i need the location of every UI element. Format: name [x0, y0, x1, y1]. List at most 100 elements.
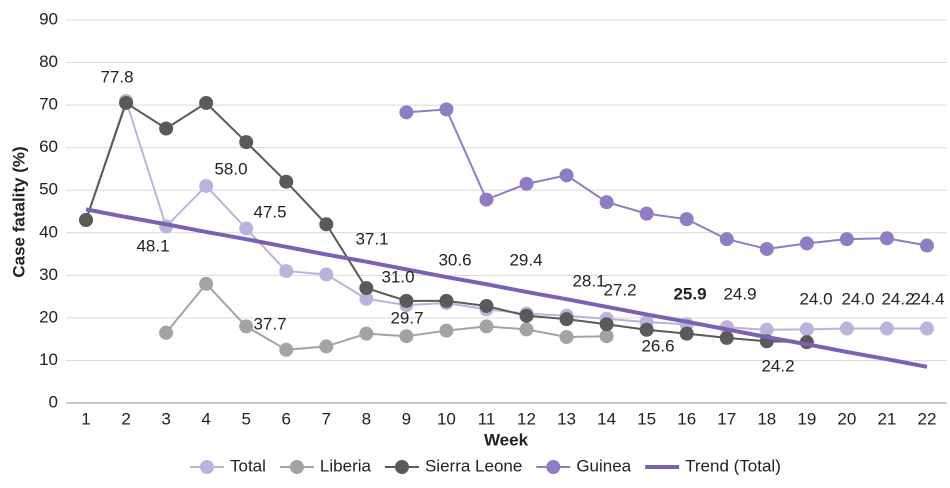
- annotation: 58.0: [214, 159, 247, 178]
- point: [919, 321, 934, 336]
- point: [359, 291, 374, 306]
- annotation: 26.6: [641, 336, 674, 355]
- annotation: 47.5: [253, 202, 286, 221]
- point: [639, 206, 654, 221]
- point: [519, 322, 534, 337]
- x-tick-label: 21: [877, 409, 896, 428]
- point: [719, 232, 734, 247]
- point: [199, 276, 214, 291]
- annotation: 24.2: [881, 289, 914, 308]
- x-tick-label: 14: [597, 409, 616, 428]
- x-tick-label: 16: [677, 409, 696, 428]
- y-tick-label: 60: [39, 137, 58, 156]
- x-tick-label: 1: [81, 409, 90, 428]
- point: [199, 178, 214, 193]
- annotation: 27.2: [603, 280, 636, 299]
- legend-label: Total: [230, 456, 266, 475]
- x-tick-label: 4: [201, 409, 210, 428]
- point: [799, 322, 814, 337]
- legend-label: Guinea: [576, 456, 631, 475]
- x-tick-label: 20: [837, 409, 856, 428]
- x-axis-label: Week: [484, 430, 529, 449]
- point: [559, 330, 574, 345]
- point: [639, 322, 654, 337]
- x-tick-label: 8: [362, 409, 371, 428]
- x-tick-label: 2: [121, 409, 130, 428]
- series-line: [85, 207, 928, 369]
- y-tick-label: 20: [39, 307, 58, 326]
- point: [599, 317, 614, 332]
- point: [279, 264, 294, 279]
- legend-marker: [394, 460, 409, 474]
- point: [359, 326, 374, 341]
- point: [559, 168, 574, 183]
- annotation: 37.1: [355, 229, 388, 248]
- annotation: 31.0: [381, 267, 414, 286]
- annotation: 77.8: [100, 67, 133, 86]
- point: [479, 192, 494, 207]
- annotation: 30.6: [438, 250, 471, 269]
- y-tick-label: 0: [49, 392, 58, 411]
- annotation: 29.4: [509, 250, 542, 269]
- point: [519, 308, 534, 323]
- point: [759, 322, 774, 337]
- point: [599, 195, 614, 210]
- series-line: [406, 108, 928, 250]
- x-tick-label: 17: [717, 409, 736, 428]
- x-tick-label: 5: [241, 409, 250, 428]
- x-tick-label: 15: [637, 409, 656, 428]
- point: [359, 281, 374, 296]
- annotation: 25.9: [673, 284, 706, 303]
- point: [319, 339, 334, 354]
- annotation: 24.0: [841, 289, 874, 308]
- x-tick-label: 11: [478, 409, 496, 428]
- point: [279, 174, 294, 189]
- x-tick-label: 19: [797, 409, 816, 428]
- point: [759, 241, 774, 256]
- y-tick-label: 50: [39, 180, 58, 199]
- point: [879, 321, 894, 336]
- point: [119, 95, 134, 110]
- legend-marker: [200, 460, 214, 474]
- legend-label: Sierra Leone: [425, 456, 522, 475]
- point: [239, 135, 254, 150]
- annotation: 48.1: [136, 236, 169, 255]
- point: [79, 213, 94, 228]
- point: [679, 212, 694, 227]
- x-tick-label: 6: [282, 409, 291, 428]
- point: [319, 217, 334, 232]
- y-tick-label: 40: [39, 222, 58, 241]
- legend-marker: [289, 460, 304, 474]
- x-tick-label: 12: [517, 409, 536, 428]
- y-tick-label: 90: [39, 9, 58, 28]
- x-tick-label: 7: [322, 409, 331, 428]
- point: [679, 326, 694, 341]
- annotation: 37.7: [253, 314, 286, 333]
- point: [439, 323, 454, 338]
- point: [399, 105, 414, 120]
- point: [199, 95, 214, 110]
- x-tick-label: 9: [402, 409, 411, 428]
- point: [159, 325, 174, 340]
- x-tick-label: 10: [437, 409, 456, 428]
- point: [159, 121, 174, 136]
- y-tick-label: 80: [39, 52, 58, 71]
- point: [519, 176, 534, 191]
- x-tick-label: 13: [557, 409, 576, 428]
- point: [799, 236, 814, 251]
- annotation: 24.9: [723, 284, 756, 303]
- point: [239, 319, 254, 334]
- annotation: 24.0: [799, 289, 832, 308]
- y-tick-label: 70: [39, 95, 58, 114]
- point: [399, 329, 414, 344]
- point: [839, 232, 854, 247]
- point: [439, 293, 454, 308]
- point: [879, 231, 894, 246]
- annotation: 24.2: [761, 356, 794, 375]
- point: [599, 329, 614, 344]
- point: [559, 312, 574, 327]
- legend-label: Trend (Total): [685, 456, 781, 475]
- y-tick-label: 30: [39, 265, 58, 284]
- point: [839, 321, 854, 336]
